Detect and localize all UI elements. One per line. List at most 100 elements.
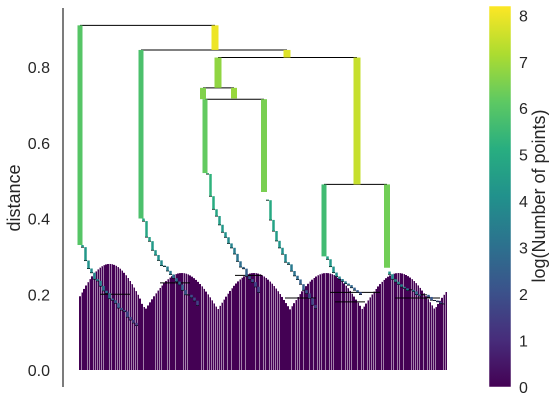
cascade-6-bar [388,271,391,275]
leaf-bar [393,273,395,370]
leaf-bar [267,279,269,370]
leaf-bar [245,275,247,370]
cascade-5-bar [341,279,344,282]
cascade-1-bar [117,303,120,308]
colorbar-frame [488,5,512,388]
leaf-bar [251,273,253,370]
leaf-bar [149,302,151,370]
cascade-1-bar [99,280,102,286]
leaf-bar [425,296,427,370]
leaf-bar [199,284,201,370]
leaf-bar [361,308,363,370]
leaf-bar [379,284,381,370]
leaf-bar [287,306,289,370]
cascade-1-bar [81,245,84,248]
leaf-bar [367,300,369,370]
bar-c-left [200,87,206,100]
leaf-bar [307,283,309,370]
cascade-2-bar [163,265,166,267]
cascade-6-bar [439,301,442,304]
leaf-bar [127,278,129,370]
cascade-4-bar [296,275,299,280]
colorbar-tick-label: 0 [519,380,528,397]
cascade-4-bar [308,293,311,299]
leaf-bar [409,277,411,370]
y-tick-label: 0.4 [28,212,50,229]
leaf-bar [87,282,89,370]
leaf-bar [275,288,277,370]
leaf-bar [351,293,353,370]
leaf-bar [441,297,443,370]
leaf-bar [335,276,337,370]
leaf-bar [213,303,215,370]
leaf-bar [413,281,415,370]
leaf-bar [323,273,325,370]
cascade-4-bar [299,279,302,285]
leaf-bar [371,294,373,370]
cascade-3-bar [230,243,233,248]
leaf-bar [281,296,283,370]
leaf-bar [147,305,149,370]
leaf-bar [329,273,331,370]
cascade-3-bar [239,261,242,267]
leaf-bar [89,279,91,370]
cascade-6-bar [415,291,418,295]
leaf-bar [247,274,249,370]
leaf-bar [201,286,203,370]
leaf-bar [175,274,177,370]
cascade-1-bar [87,260,90,269]
leaf-bar [305,286,307,370]
leaf-bar [233,285,235,370]
leaf-bar [437,303,439,370]
leaf-bar [377,286,379,370]
leaf-bar [235,283,237,370]
leaf-bar [397,273,399,370]
leaf-bar [85,285,87,370]
bar-a-right [283,49,291,58]
leaf-bar [105,264,107,370]
leaf-bar [165,281,167,370]
cascade-1-bar [105,290,108,294]
leaf-bar [375,288,377,370]
leaf-bar [221,302,223,370]
y-tick-labels: 0.0 0.2 0.4 0.6 0.8 [28,60,50,380]
leaf-bar [123,272,125,370]
leaf-bar [399,273,401,370]
leaf-bar [83,288,85,370]
leaf-bar [315,276,317,370]
leaf-bar [285,303,287,370]
leaf-bar [95,271,97,370]
cascade-1-bar [126,311,129,317]
cascade-2-bar [184,290,187,295]
leaf-bar [269,281,271,370]
bar-e-right [384,184,390,268]
leaf-bar [207,294,209,370]
cascade-3-bar [221,224,224,233]
leaf-bar [173,275,175,370]
leaf-bar [347,288,349,370]
leaf-bar [163,283,165,370]
leaf-bar [301,291,303,370]
cascade-3-bar [212,196,215,210]
leaf-bar [333,275,335,370]
cascade-1-bar [93,272,96,280]
cascade-6-bar [397,281,400,285]
colorbar-gradient [489,6,511,387]
cascade-1-bar [108,293,111,299]
colorbar-tick-label: 2 [519,287,528,304]
cascade-3-bar [248,276,251,280]
cascade-3-bar [251,279,254,283]
leaf-bar [161,285,163,370]
colorbar-tick-labels: 0 1 2 3 4 5 6 7 8 [519,8,528,397]
leaf-bar [157,290,159,370]
cascade-2-bar [190,294,193,298]
colorbar-label: log(Number of points) [529,109,549,282]
cascade-4-bar [314,304,317,309]
leaf-bar [443,294,445,370]
leaf-bar [187,274,189,370]
leaf-bar [439,300,441,370]
cascade-5-bar [347,283,350,286]
leaf-bar [93,273,95,370]
colorbar-tick-label: 5 [519,148,528,165]
leaf-bar [369,297,371,370]
